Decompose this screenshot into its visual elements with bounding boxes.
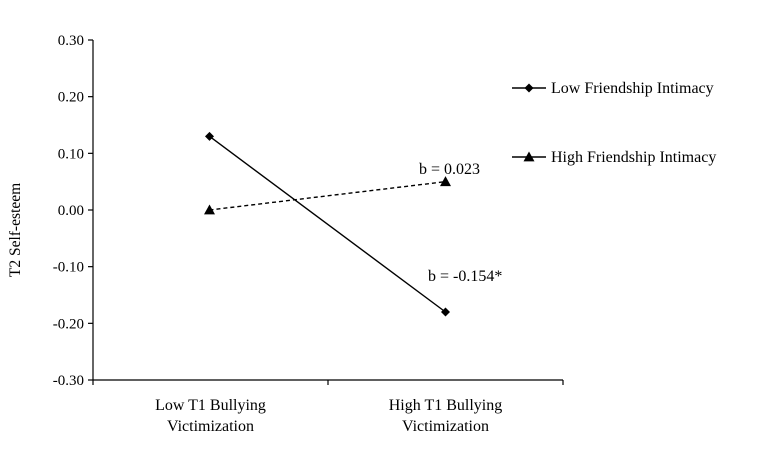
series-group — [204, 131, 451, 317]
y-tick-label: -0.30 — [53, 373, 84, 389]
slope-annotation: b = -0.154* — [428, 268, 502, 285]
slope-annotation: b = 0.023 — [419, 161, 480, 178]
y-tick-label: 0.00 — [58, 203, 84, 219]
x-category-label-line: High T1 Bullying — [389, 397, 503, 414]
legend-item: Low Friendship Intimacy — [512, 80, 714, 97]
y-ticks: 0.30 0.20 0.10 0.00 -0.10 -0.20 -0.30 — [53, 33, 93, 389]
legend-marker — [523, 151, 535, 162]
legend-label: Low Friendship Intimacy — [551, 80, 714, 97]
x-category-label-line: Victimization — [167, 418, 254, 435]
y-axis-title: T2 Self-esteem — [7, 183, 24, 277]
x-category-label-line: Victimization — [402, 418, 489, 435]
x-category-label-line: Low T1 Bullying — [155, 397, 266, 414]
data-point — [440, 176, 451, 187]
x-category-label: High T1 Bullying Victimization — [389, 397, 503, 435]
data-point — [205, 131, 214, 141]
y-tick-label: 0.10 — [58, 146, 84, 162]
series-high-friendship-intimacy — [204, 176, 451, 215]
legend: Low Friendship Intimacy High Friendship I… — [512, 80, 716, 166]
series-low-friendship-intimacy — [205, 131, 450, 317]
annotations: b = 0.023 b = -0.154* — [419, 161, 502, 285]
y-tick-label: 0.30 — [58, 33, 84, 49]
legend-item: High Friendship Intimacy — [512, 149, 716, 166]
y-tick-label: -0.20 — [53, 316, 84, 332]
y-tick-label: -0.10 — [53, 260, 84, 276]
series-line — [209, 135, 446, 313]
legend-label: High Friendship Intimacy — [551, 149, 716, 166]
data-point — [441, 307, 450, 317]
legend-marker — [524, 83, 534, 93]
y-tick-label: 0.20 — [58, 90, 84, 106]
x-category-label: Low T1 Bullying Victimization — [155, 397, 266, 435]
series-line — [209, 180, 446, 211]
axes — [92, 40, 563, 381]
data-point — [204, 204, 215, 215]
